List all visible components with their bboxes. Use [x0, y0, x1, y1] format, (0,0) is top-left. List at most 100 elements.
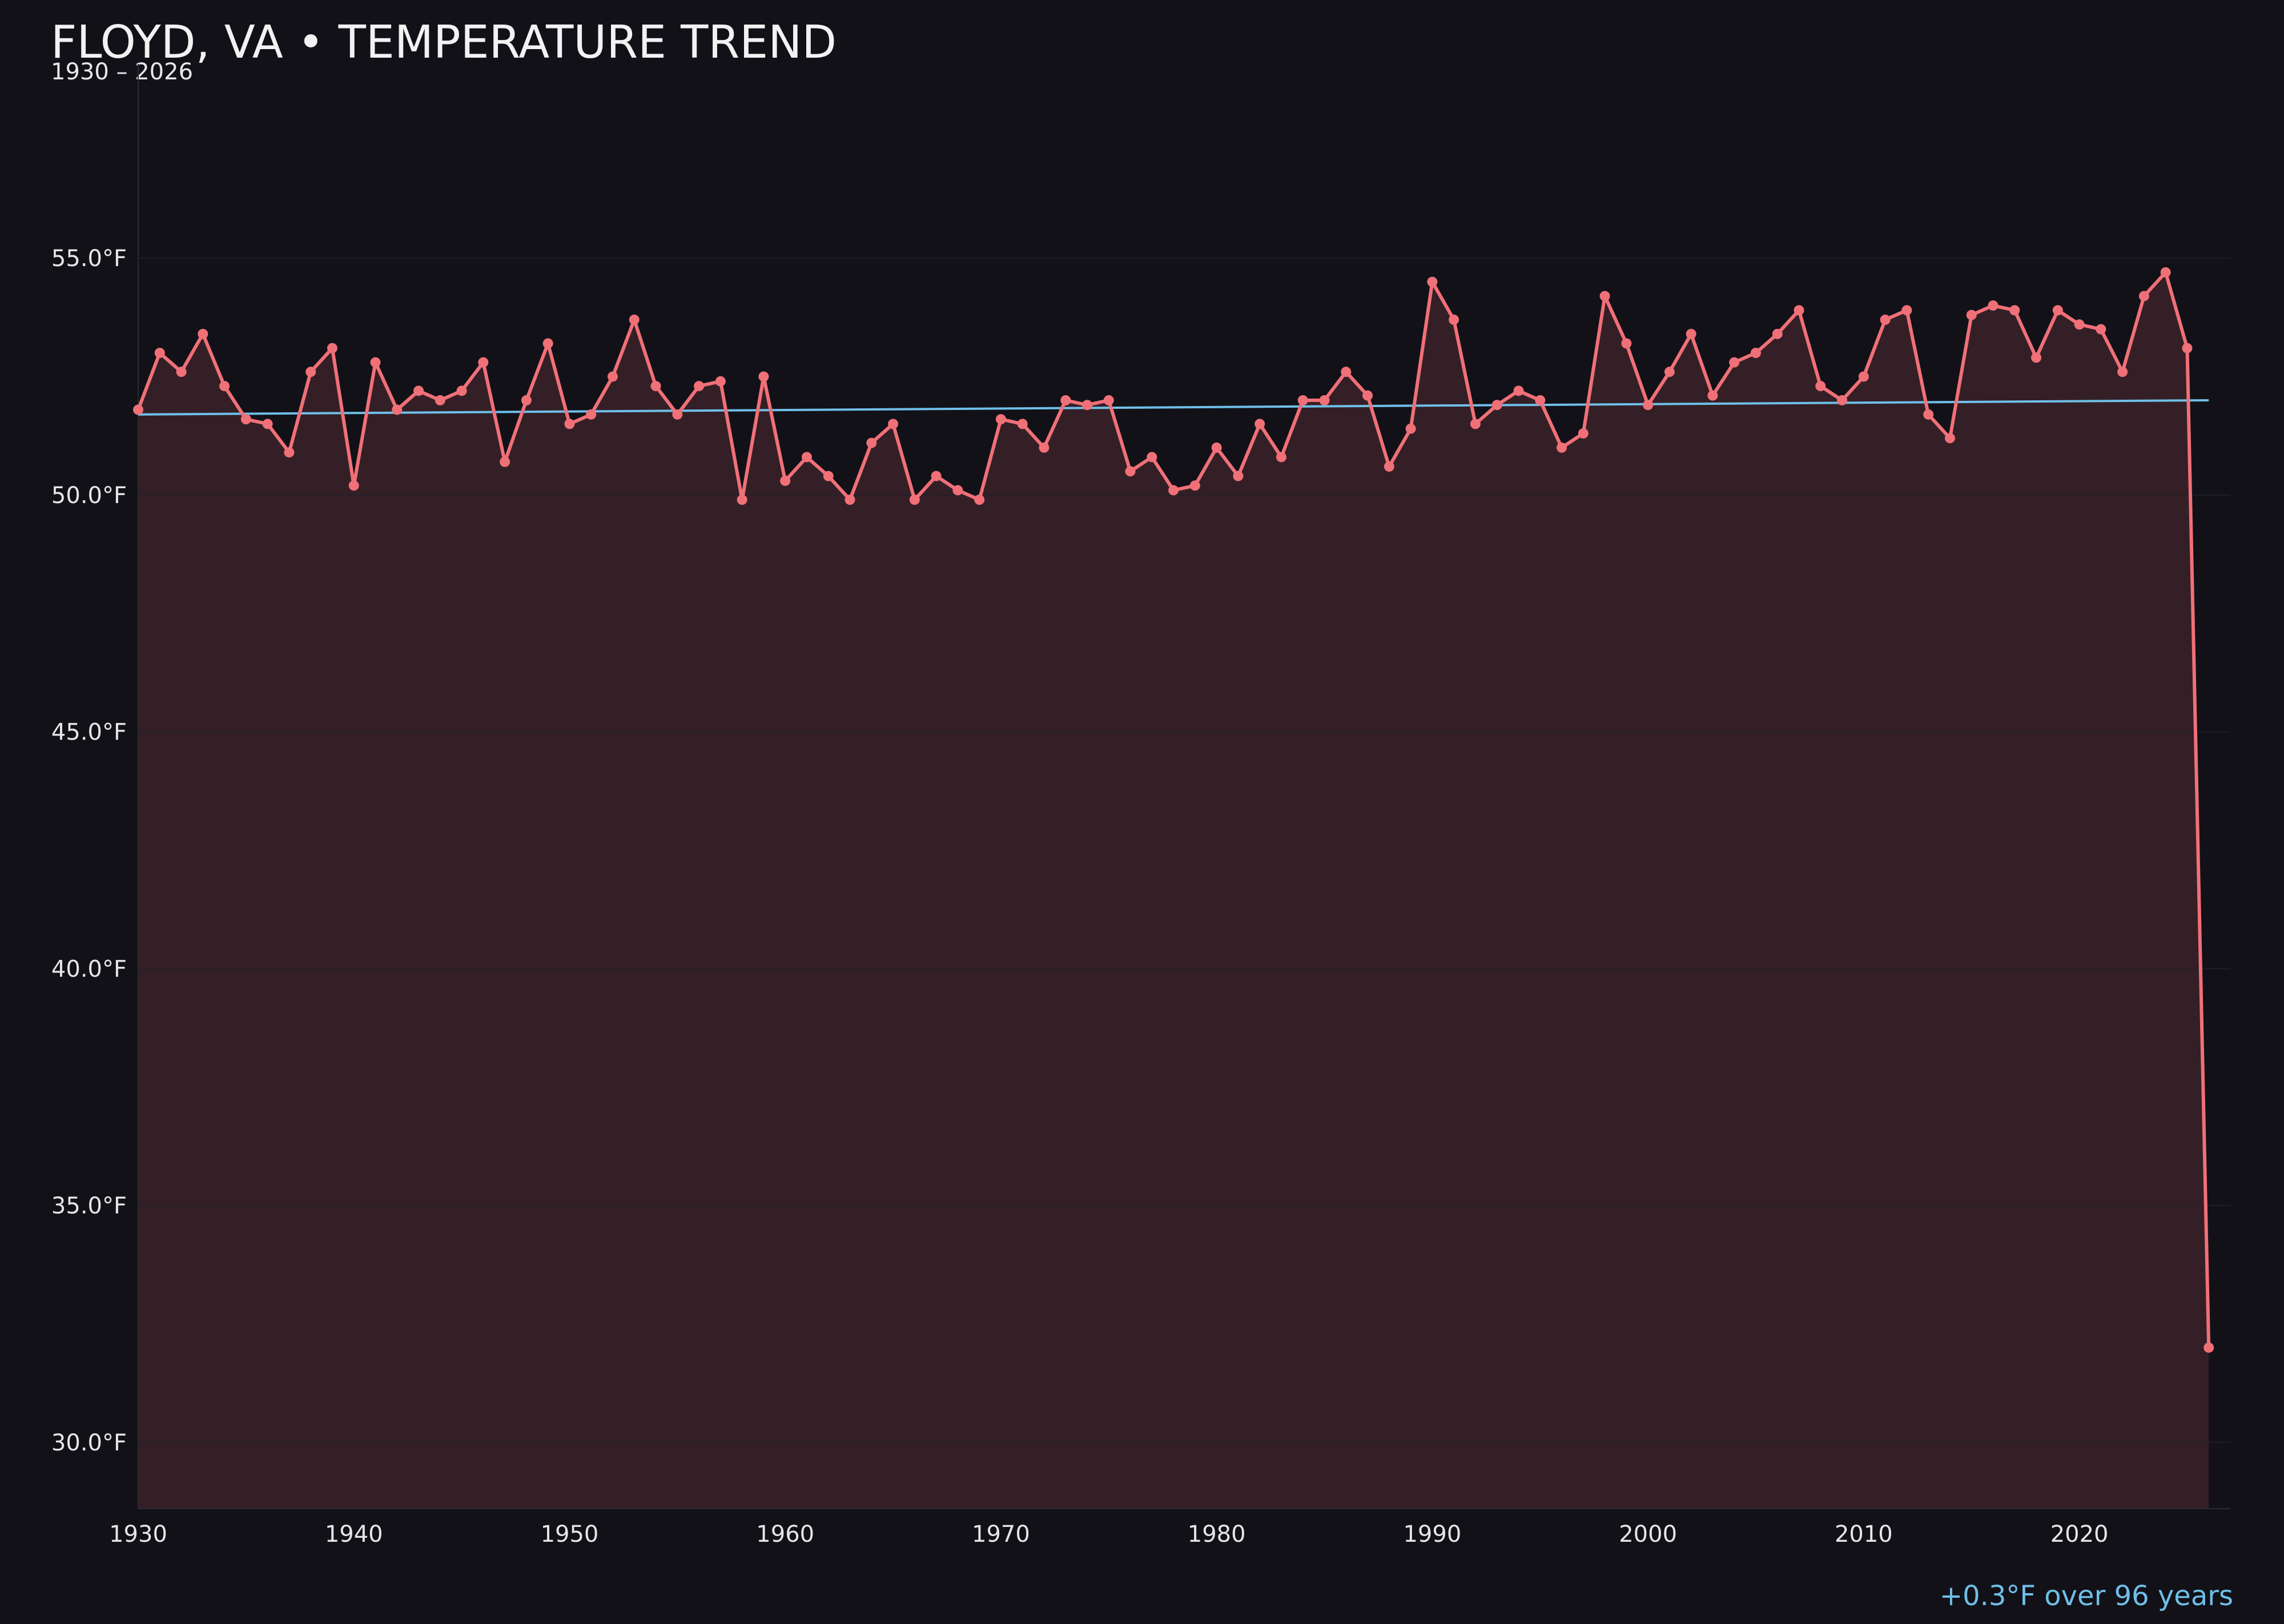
data-point: [1147, 452, 1157, 463]
data-point: [1858, 371, 1869, 382]
data-point: [715, 376, 726, 387]
data-point: [435, 395, 445, 405]
data-point: [500, 456, 510, 467]
data-point: [154, 348, 165, 358]
data-point: [952, 485, 963, 496]
data-point: [1103, 395, 1114, 405]
data-point: [1189, 480, 1200, 491]
data-point: [1449, 314, 1459, 325]
data-point: [219, 381, 230, 392]
data-point: [542, 338, 553, 349]
data-point: [1060, 395, 1071, 405]
data-point: [176, 367, 187, 377]
data-point: [780, 475, 791, 486]
data-point: [909, 495, 920, 505]
x-tick-label: 1970: [972, 1521, 1030, 1547]
data-point: [801, 452, 812, 463]
x-tick-label: 2000: [1619, 1521, 1677, 1547]
y-tick-label: 55.0°F: [51, 246, 127, 272]
data-point: [629, 314, 640, 325]
data-point: [1815, 381, 1826, 392]
data-point: [1168, 485, 1179, 496]
trend-annotation: +0.3°F over 96 years: [1939, 1580, 2233, 1612]
data-point: [1578, 428, 1589, 439]
data-point: [521, 395, 532, 405]
data-point: [2009, 305, 2020, 316]
data-point: [1405, 423, 1416, 434]
data-point: [608, 371, 618, 382]
data-point: [1276, 452, 1286, 463]
data-point: [1384, 461, 1394, 472]
data-points: [133, 267, 2214, 1353]
data-point: [1039, 442, 1049, 453]
data-point: [1643, 400, 1654, 411]
data-point: [1427, 276, 1438, 287]
data-point: [1750, 348, 1761, 358]
data-point: [586, 409, 597, 420]
axes: [138, 64, 2230, 1509]
grid-lines: [138, 258, 2230, 1443]
data-point: [1513, 385, 1524, 396]
y-tick-label: 40.0°F: [51, 956, 127, 982]
data-point: [1837, 395, 1848, 405]
data-point: [262, 419, 273, 429]
y-tick-label: 50.0°F: [51, 483, 127, 509]
x-axis-ticks: 1930 1940 1950 1960 1970 1980 1990 2000 2010 2020: [109, 1521, 2108, 1547]
data-point: [564, 419, 575, 429]
y-axis-ticks: 30.0°F 35.0°F 40.0°F 45.0°F 50.0°F 55.0°F: [51, 246, 127, 1456]
y-tick-label: 45.0°F: [51, 719, 127, 746]
y-tick-label: 35.0°F: [51, 1193, 127, 1219]
data-point: [198, 328, 208, 339]
data-point: [1901, 305, 1912, 316]
data-point: [2203, 1342, 2214, 1353]
x-tick-label: 1980: [1188, 1521, 1246, 1547]
data-point: [1944, 433, 1955, 444]
data-point: [2182, 343, 2193, 353]
data-point: [1254, 419, 1265, 429]
area-fill: [138, 272, 2209, 1509]
trend-line: [138, 399, 2209, 416]
data-point: [1966, 309, 1977, 320]
data-point: [2052, 305, 2063, 316]
data-point: [1988, 300, 1998, 311]
x-tick-label: 1930: [109, 1521, 167, 1547]
data-point: [240, 414, 251, 425]
chart-title: FLOYD, VA • TEMPERATURE TREND: [51, 16, 837, 69]
data-point: [1491, 400, 1502, 411]
data-point: [1211, 442, 1222, 453]
x-tick-label: 2010: [1835, 1521, 1893, 1547]
data-point: [2096, 324, 2106, 335]
x-tick-label: 1990: [1403, 1521, 1461, 1547]
data-point: [650, 381, 661, 392]
data-point: [133, 404, 143, 415]
data-point: [995, 414, 1006, 425]
x-tick-label: 2020: [2050, 1521, 2109, 1547]
data-point: [370, 357, 381, 368]
data-point: [478, 357, 489, 368]
data-point: [1233, 471, 1244, 481]
data-point: [672, 409, 683, 420]
data-point: [1297, 395, 1308, 405]
data-point: [456, 385, 467, 396]
trend-layer: [138, 399, 2209, 416]
data-point: [694, 381, 705, 392]
data-point: [974, 495, 985, 505]
data-point: [2160, 267, 2171, 278]
data-point: [1880, 314, 1891, 325]
data-point: [1686, 328, 1696, 339]
data-point: [327, 343, 337, 353]
data-point: [348, 480, 359, 491]
data-point: [1729, 357, 1740, 368]
data-point: [2138, 291, 2149, 302]
data-point: [1470, 419, 1481, 429]
data-point: [305, 367, 316, 377]
x-tick-label: 1940: [325, 1521, 383, 1547]
data-point: [1599, 291, 1610, 302]
data-point: [413, 385, 424, 396]
data-point: [1664, 367, 1675, 377]
x-tick-label: 1960: [756, 1521, 814, 1547]
data-point: [1125, 466, 1136, 477]
chart-subtitle: 1930 – 2026: [51, 59, 194, 85]
data-point: [284, 447, 295, 458]
